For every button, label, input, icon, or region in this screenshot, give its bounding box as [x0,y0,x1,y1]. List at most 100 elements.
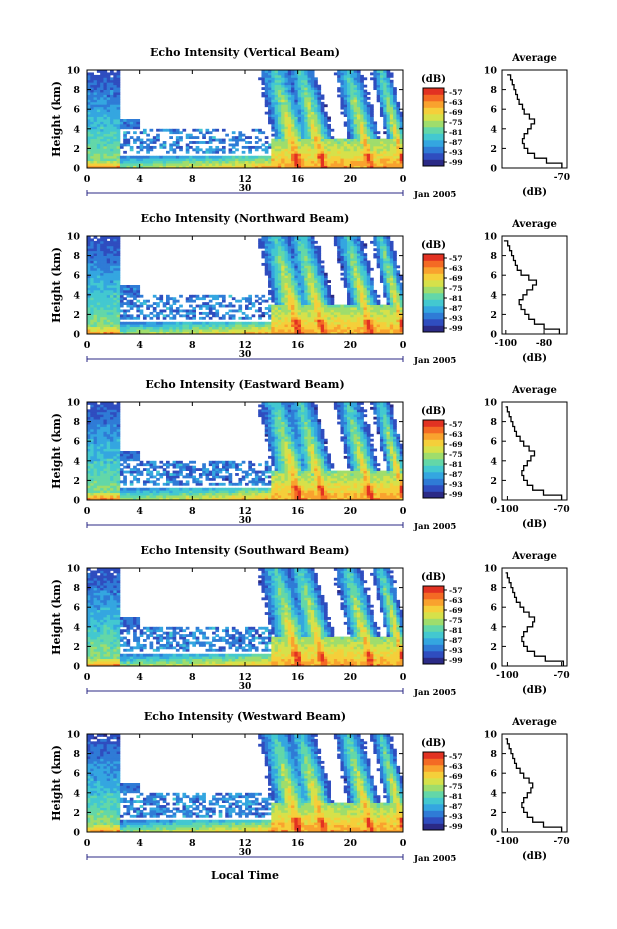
heatmap-cell [294,262,299,266]
heatmap-cell [310,324,315,328]
heatmap-cell [386,270,391,274]
heatmap-cell [324,314,328,318]
heatmap-cell [356,109,361,113]
heatmap-cell [324,319,328,323]
heatmap-cell [172,324,177,328]
heatmap-cell [297,287,302,291]
heatmap-cell [274,262,279,266]
heatmap-cell [103,443,108,447]
heatmap-cell [202,133,206,137]
heatmap-cell [192,294,197,298]
heatmap-cell [169,316,173,320]
heatmap-cell [110,287,114,291]
heatmap-cell [287,141,292,144]
heatmap-cell [90,160,94,164]
heatmap-cell [93,87,98,90]
heatmap-cell [110,272,114,276]
heatmap-cell [300,270,305,274]
heatmap-cell [116,287,121,291]
heatmap-cell [310,255,315,259]
heatmap-cell [245,145,249,149]
heatmap-cell [221,329,226,332]
heatmap-cell [291,138,295,142]
heatmap-cell [235,160,239,164]
heatmap-cell [370,116,374,120]
heatmap-cell [139,302,144,305]
heatmap-cell [363,121,368,125]
heatmap-cell [103,314,108,318]
heatmap-cell [281,119,285,122]
heatmap-cell [363,255,368,259]
heatmap-cell [271,133,276,137]
heatmap-cell [241,321,246,325]
heatmap-cell [304,150,308,154]
heatmap-cell [129,136,134,139]
heatmap-cell [245,329,249,332]
heatmap-cell [370,324,374,328]
heatmap-cell [212,307,216,310]
heatmap-cell [284,307,289,310]
heatmap-cell [300,74,305,78]
heatmap-cell [129,292,134,296]
heatmap-cell [304,155,308,159]
heatmap-cell [370,282,374,286]
heatmap-cell [231,329,236,332]
heatmap-cell [212,324,216,328]
heatmap-cell [291,240,295,244]
heatmap-cell [87,497,91,501]
heatmap-cell [189,141,193,144]
heatmap-cell [281,82,285,86]
heatmap-cell [304,329,308,332]
heatmap-cell [93,158,98,162]
heatmap-cell [245,331,249,335]
heatmap-cell [258,163,262,166]
heatmap-cell [324,275,328,279]
heatmap-cell [386,70,391,73]
heatmap-cell [347,245,351,249]
heatmap-cell [110,324,114,328]
heatmap-cell [96,163,101,166]
heatmap-cell [300,70,305,73]
heatmap-cell [356,153,361,157]
heatmap-cell [307,304,312,308]
heatmap-cell [366,126,371,130]
heatmap-cell [90,326,94,330]
heatmap-cell [399,158,404,162]
heatmap-cell [379,319,384,323]
heatmap-cell [281,267,285,271]
heatmap-cell [90,128,94,132]
heatmap-cell [304,297,308,301]
heatmap-cell [373,294,378,298]
heatmap-cell [304,287,308,291]
heatmap-cell [291,84,295,88]
heatmap-cell [386,116,391,120]
heatmap-cell [393,121,397,125]
heatmap-cell [379,155,384,159]
heatmap-cell [366,319,371,323]
heatmap-cell [87,150,91,154]
heatmap-cell [277,158,282,162]
heatmap-cell [366,331,371,335]
heatmap-cell [116,285,121,288]
heatmap-cell [317,245,322,249]
x-tick-label: 0 [84,340,91,351]
heatmap-cell [169,131,173,135]
heatmap-cell [106,111,111,115]
heatmap-cell [90,463,94,467]
heatmap-cell [291,92,295,95]
heatmap-cell [100,406,104,410]
heatmap-cell [175,311,180,315]
heatmap-cell [353,287,358,291]
heatmap-cell [87,458,91,462]
heatmap-cell [152,302,157,305]
heatmap-cell [179,331,183,335]
heatmap-cell [87,275,91,279]
heatmap-cell [281,245,285,249]
heatmap-cell [185,316,190,320]
heatmap-cell [399,319,404,323]
heatmap-cell [221,299,226,303]
heatmap-cell [100,282,104,286]
heatmap-cell [96,307,101,310]
heatmap-cell [274,116,279,120]
heatmap-cell [172,321,177,325]
